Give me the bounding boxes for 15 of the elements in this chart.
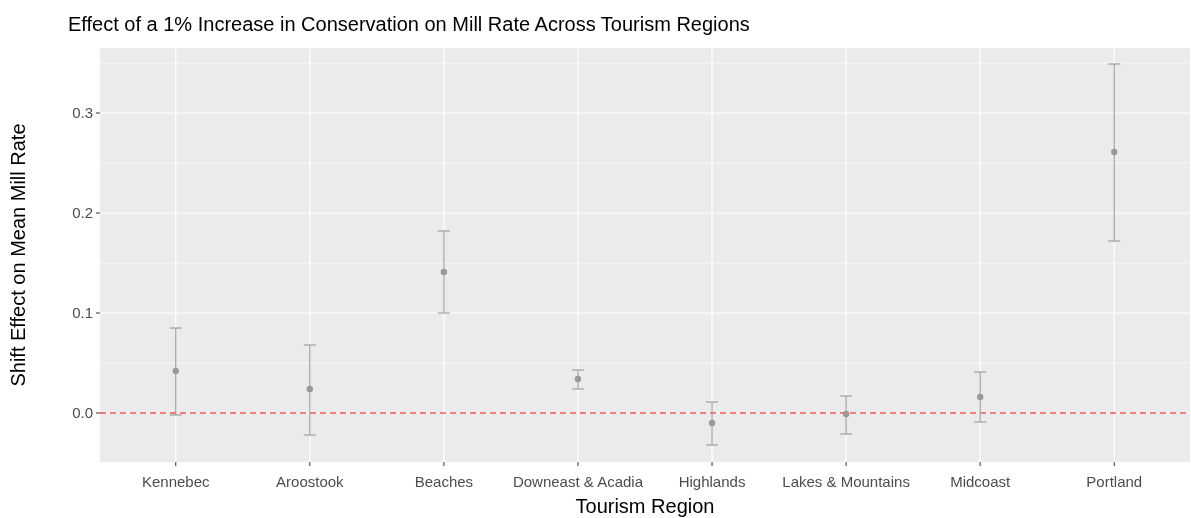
x-tick-label: Aroostook (276, 473, 345, 490)
x-tick-label: Highlands (678, 473, 746, 490)
x-tick-label: Portland (1086, 473, 1143, 490)
y-tick-label: 0.1 (72, 304, 93, 322)
y-tick-label: 0.0 (72, 404, 93, 422)
y-axis-title: Shift Effect on Mean Mill Rate (7, 123, 29, 387)
x-tick-label: Downeast & Acadia (512, 473, 644, 490)
x-tick-label: Lakes & Mountains (782, 473, 910, 490)
chart-title: Effect of a 1% Increase in Conservation on Mill Rate Across Tourism Regions (68, 13, 750, 35)
y-tick-label: 0.3 (72, 104, 93, 122)
x-tick-label: Beaches (414, 473, 474, 490)
x-axis-title: Tourism Region (575, 495, 715, 517)
x-tick-label: Kennebec (141, 473, 211, 490)
x-tick-label: Midcoast (950, 473, 1012, 490)
y-tick-label: 0.2 (72, 204, 93, 222)
